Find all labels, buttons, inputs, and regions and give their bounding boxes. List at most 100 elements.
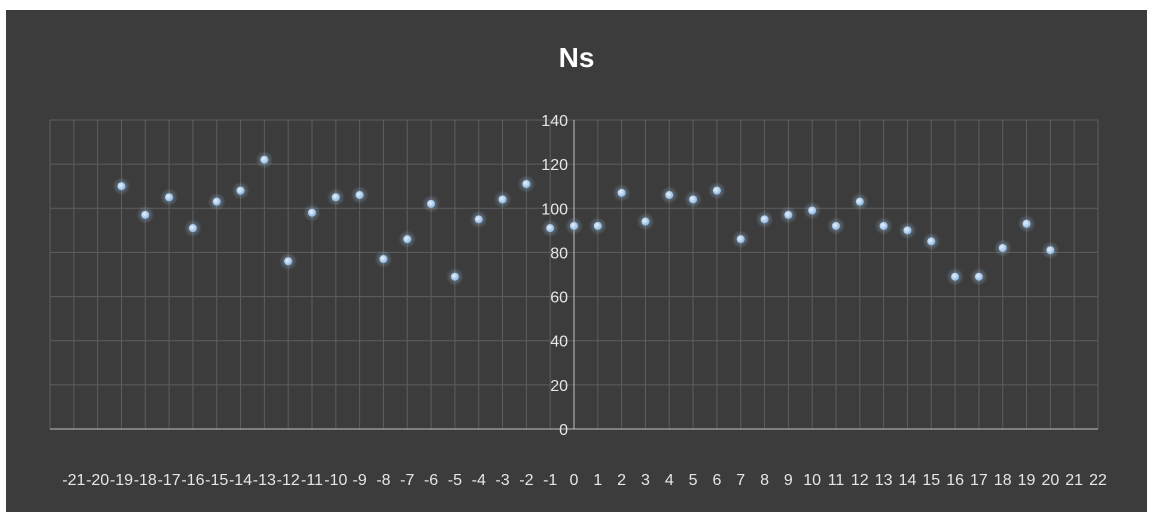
axes	[50, 120, 1098, 430]
y-tick-label: 120	[541, 157, 568, 174]
data-point-marker	[284, 257, 293, 266]
x-tick-label: 15	[922, 472, 940, 489]
data-point	[469, 210, 488, 229]
data-point-marker	[570, 221, 578, 230]
data-point	[350, 186, 369, 205]
data-point	[445, 267, 464, 286]
data-point-marker	[141, 210, 150, 219]
data-point	[303, 203, 321, 222]
data-point	[517, 175, 536, 194]
x-tick-label: 11	[828, 472, 845, 489]
data-point	[636, 212, 655, 231]
data-point	[279, 252, 298, 271]
data-point-marker	[689, 195, 698, 204]
chart-title: Ns	[558, 42, 595, 73]
x-tick-label: -14	[229, 472, 252, 489]
data-point-marker	[974, 272, 983, 281]
data-point	[207, 192, 226, 211]
data-point-marker	[379, 255, 388, 264]
data-point	[160, 188, 179, 207]
x-tick-label: 13	[875, 472, 893, 489]
x-tick-label: -8	[376, 472, 390, 489]
data-point	[755, 210, 774, 229]
x-tick-label: -7	[400, 472, 414, 489]
x-tick-label: 2	[617, 472, 626, 489]
y-tick-label: 60	[550, 290, 568, 307]
data-point-marker	[165, 193, 174, 202]
y-tick-label: 0	[559, 422, 568, 439]
x-tick-labels: -21 -20 -19 -18 -17 -16 -15 -14 -13 -12 -11 -10 -9 -8…	[62, 472, 1107, 489]
data-point-marker	[331, 193, 340, 202]
data-point	[707, 181, 726, 200]
x-tick-label: 14	[899, 472, 917, 489]
x-tick-label: 6	[712, 472, 721, 489]
y-tick-label: 20	[550, 378, 568, 395]
data-point-marker	[998, 244, 1007, 253]
x-tick-label: 3	[641, 472, 650, 489]
data-point-marker	[641, 217, 650, 226]
x-tick-label: 9	[784, 472, 793, 489]
data-point-marker	[260, 155, 269, 164]
x-tick-label: -16	[181, 472, 204, 489]
data-point	[565, 216, 583, 235]
data-point-marker	[427, 199, 436, 208]
data-point-marker	[927, 237, 936, 246]
x-tick-label: 22	[1089, 472, 1107, 489]
data-point-marker	[236, 186, 245, 195]
data-points	[112, 150, 1060, 286]
data-point	[779, 205, 798, 224]
data-point-marker	[760, 215, 769, 224]
y-tick-label: 80	[550, 245, 568, 262]
data-point-marker	[188, 224, 197, 233]
data-point	[993, 239, 1012, 258]
data-point-marker	[1046, 246, 1055, 255]
data-point	[731, 230, 750, 249]
data-point-marker	[498, 195, 507, 204]
x-tick-label: -2	[519, 472, 533, 489]
x-tick-label: -18	[134, 472, 157, 489]
data-point	[850, 192, 869, 211]
x-tick-label: 18	[994, 472, 1012, 489]
data-point-marker	[522, 180, 531, 189]
data-point-marker	[1022, 219, 1031, 228]
data-point	[541, 219, 560, 238]
x-tick-label: -4	[472, 472, 486, 489]
data-point	[231, 181, 250, 200]
x-tick-label: 0	[570, 472, 579, 489]
y-tick-label: 40	[550, 334, 568, 351]
data-point	[255, 150, 274, 169]
data-point-marker	[212, 197, 221, 206]
x-tick-label: 1	[593, 472, 602, 489]
data-point-marker	[546, 224, 555, 233]
y-tick-label: 100	[541, 201, 568, 218]
x-tick-label: 21	[1065, 472, 1083, 489]
x-tick-label: 10	[803, 472, 821, 489]
x-tick-label: 5	[689, 472, 698, 489]
data-point-marker	[403, 235, 412, 244]
data-point	[136, 205, 155, 224]
x-tick-label: 19	[1018, 472, 1036, 489]
data-point	[684, 190, 703, 209]
data-point	[969, 267, 988, 286]
y-tick-label: 140	[541, 113, 568, 130]
x-tick-label: -12	[277, 472, 300, 489]
data-point-marker	[593, 221, 602, 230]
data-point	[922, 232, 941, 251]
x-tick-label: 12	[851, 472, 869, 489]
data-point	[588, 216, 607, 235]
data-point	[612, 183, 631, 202]
x-tick-label: -20	[86, 472, 109, 489]
data-point	[827, 216, 845, 235]
x-tick-label: 17	[970, 472, 988, 489]
data-point	[493, 190, 512, 209]
x-tick-label: 16	[946, 472, 964, 489]
x-tick-label: -5	[448, 472, 462, 489]
x-tick-label: -6	[424, 472, 438, 489]
data-point-marker	[832, 221, 840, 230]
x-tick-label: 20	[1041, 472, 1059, 489]
data-point-marker	[355, 191, 364, 200]
data-point	[422, 194, 441, 213]
data-point-marker	[450, 272, 459, 281]
x-tick-label: 7	[736, 472, 745, 489]
data-point	[398, 230, 417, 249]
